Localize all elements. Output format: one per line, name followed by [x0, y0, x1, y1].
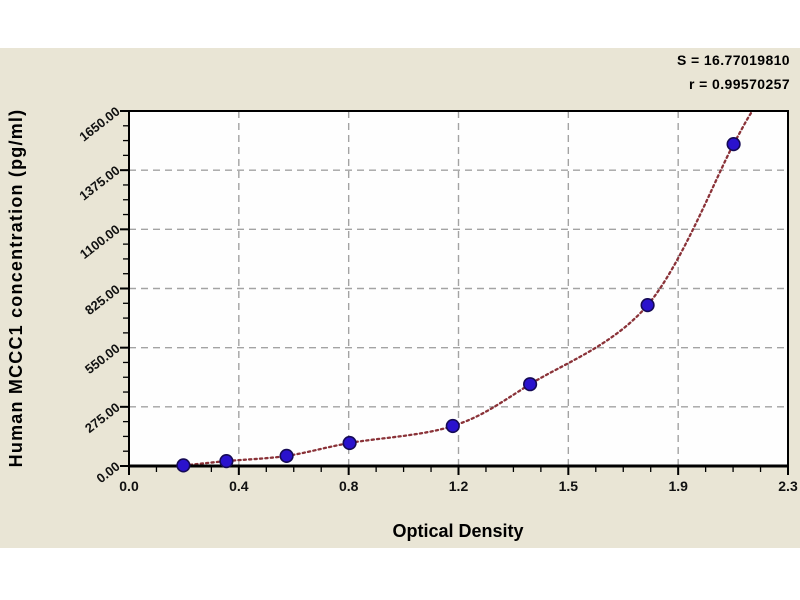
- correlation-stat: r = 0.99570257: [689, 76, 790, 92]
- data-point-marker: [445, 418, 460, 434]
- x-tick-label: 1.5: [558, 478, 579, 494]
- y-axis-title: Human MCCC1 concentration (pg/ml): [6, 108, 26, 468]
- x-tick-label: 0.4: [229, 478, 249, 494]
- data-point-marker: [726, 137, 741, 152]
- x-axis-title: Optical Density: [392, 521, 524, 541]
- x-tick-label: 2.3: [778, 478, 798, 494]
- data-point-marker: [522, 377, 538, 392]
- x-tick-label: 0.0: [119, 478, 139, 494]
- data-point-marker: [640, 298, 655, 313]
- x-tick-label: 1.2: [448, 478, 469, 494]
- slope-stat: S = 16.77019810: [676, 52, 790, 68]
- data-point-marker: [342, 435, 357, 451]
- data-point-marker: [279, 448, 294, 464]
- x-tick-label: 1.9: [668, 478, 688, 494]
- data-point-marker: [176, 458, 191, 473]
- data-point-marker: [219, 454, 234, 469]
- x-tick-label: 0.8: [338, 478, 359, 494]
